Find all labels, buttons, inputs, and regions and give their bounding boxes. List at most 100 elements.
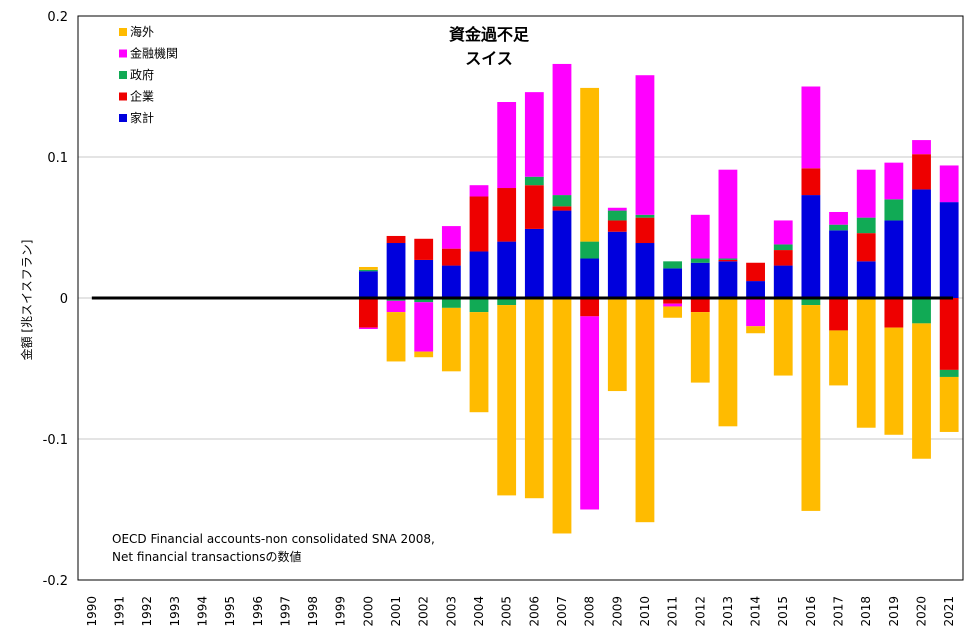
bar-segment: [746, 281, 765, 298]
x-tick-label: 1999: [334, 596, 348, 627]
bar-segment: [746, 298, 765, 327]
source-note-line-1: OECD Financial accounts-non consolidated…: [112, 532, 435, 546]
bar-segment: [856, 233, 876, 262]
x-tick-label: 1994: [195, 596, 209, 627]
bar-segment: [939, 369, 959, 377]
bar-segment: [552, 63, 572, 196]
x-tick-label: 2018: [859, 596, 873, 627]
bar-segment: [524, 176, 544, 186]
x-tick-label: 2014: [749, 596, 763, 627]
bar-segment: [856, 169, 876, 218]
x-tick-label: 2015: [776, 596, 790, 627]
bar-segment: [607, 298, 627, 392]
bar-segment: [663, 306, 683, 318]
bar-segment: [524, 92, 544, 177]
bar-segment: [884, 162, 904, 200]
bar-segment: [497, 188, 517, 242]
bar-segment: [358, 298, 378, 328]
legend-swatch: [119, 28, 127, 36]
bar-segment: [746, 262, 765, 282]
bar-segment: [912, 298, 931, 324]
bar-segment: [690, 312, 710, 383]
bar-segment: [580, 298, 600, 317]
bar-segment: [358, 269, 378, 272]
legend-label: 金融機関: [130, 46, 178, 61]
x-axis-ticks: 1990 1991 1992 1993 1994 1995 1996 1997 1998 1999…: [85, 596, 956, 627]
source-note-line-2: Net financial transactionsの数値: [112, 549, 301, 564]
bar-segment: [773, 265, 793, 298]
bar-segment: [801, 195, 821, 298]
chart-title-line-1: 資金過不足: [449, 25, 530, 44]
x-tick-label: 2004: [472, 596, 486, 627]
x-tick-label: 2019: [887, 596, 901, 627]
x-tick-label: 1995: [223, 596, 237, 627]
bar-segment: [829, 224, 848, 231]
bar-segment: [718, 298, 738, 427]
bar-segment: [469, 196, 489, 252]
x-tick-label: 1998: [306, 596, 320, 627]
bar-segment: [386, 300, 406, 313]
bar-segment: [856, 217, 876, 234]
bar-segment: [663, 268, 683, 298]
x-tick-label: 2020: [915, 596, 929, 627]
bar-segment: [939, 298, 959, 370]
legend-swatch: [119, 71, 127, 79]
bar-segment: [884, 327, 904, 435]
bar-segment: [773, 250, 793, 266]
bar-segment: [829, 330, 848, 386]
bar-segment: [773, 244, 793, 251]
bar-segment: [718, 259, 738, 262]
bar-segment: [801, 86, 821, 169]
bar-segment: [441, 226, 461, 249]
bar-segment: [884, 298, 904, 328]
bar-segment: [358, 327, 378, 330]
x-tick-label: 1990: [85, 596, 99, 627]
bar-segment: [635, 243, 655, 298]
bar-segment: [912, 154, 931, 190]
y-tick-label: 0: [60, 292, 68, 307]
bar-segment: [690, 262, 710, 298]
bar-segment: [663, 261, 683, 269]
x-tick-label: 2000: [361, 596, 375, 627]
x-tick-label: 2012: [693, 596, 707, 627]
bar-segment: [635, 298, 655, 523]
bar-segment: [856, 261, 876, 298]
bar-segment: [829, 298, 848, 331]
bar-segment: [552, 298, 572, 534]
y-tick-label: -0.1: [43, 433, 68, 448]
legend-label: 家計: [130, 110, 154, 125]
bar-segment: [414, 238, 434, 260]
bar-segment: [469, 298, 489, 313]
x-tick-label: 2021: [942, 596, 956, 627]
bar-segment: [939, 202, 959, 298]
bar-segment: [856, 298, 876, 428]
x-tick-label: 2003: [444, 596, 458, 627]
bar-segment: [829, 211, 848, 225]
x-tick-label: 1997: [278, 596, 292, 627]
bar-segment: [524, 185, 544, 229]
plot-area: [77, 15, 964, 581]
legend-label: 政府: [130, 67, 154, 82]
x-tick-label: 2007: [555, 596, 569, 627]
bar-segment: [912, 323, 931, 459]
bar-segment: [386, 312, 406, 362]
x-tick-label: 2005: [500, 596, 514, 627]
bar-segment: [524, 228, 544, 298]
legend-label: 企業: [130, 89, 154, 104]
x-tick-label: 2002: [417, 596, 431, 627]
bars: [358, 63, 959, 534]
x-tick-label: 1996: [251, 596, 265, 627]
bar-segment: [718, 261, 738, 298]
bar-segment: [635, 217, 655, 244]
bar-segment: [469, 251, 489, 298]
bar-segment: [497, 305, 517, 496]
legend-swatch: [119, 49, 127, 58]
chart-title-line-2: スイス: [465, 49, 513, 68]
bar-segment: [663, 303, 683, 307]
bar-segment: [607, 220, 627, 232]
bar-segment: [773, 298, 793, 376]
bar-segment: [939, 165, 959, 203]
bar-segment: [690, 258, 710, 263]
x-tick-label: 2013: [721, 596, 735, 627]
